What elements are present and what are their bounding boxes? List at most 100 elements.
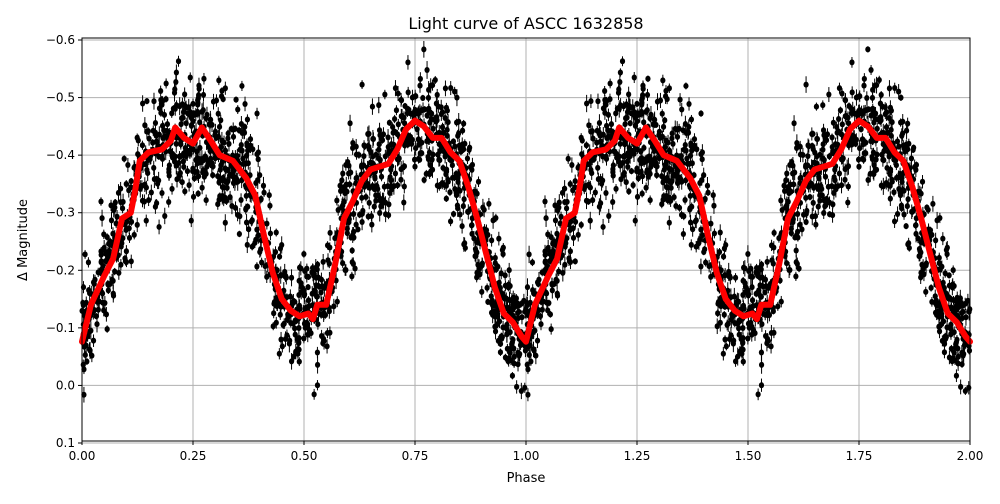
data-point: [264, 221, 269, 227]
data-point: [371, 136, 376, 142]
data-point: [958, 384, 963, 390]
data-point: [562, 186, 567, 192]
data-point: [315, 382, 320, 388]
data-point: [444, 105, 449, 111]
data-point: [361, 153, 366, 159]
data-point: [460, 223, 465, 229]
data-point: [778, 197, 783, 203]
data-point: [791, 120, 796, 126]
data-point: [360, 208, 365, 214]
data-point: [99, 215, 104, 221]
data-point: [827, 211, 832, 217]
data-point: [787, 267, 792, 273]
data-point: [668, 180, 673, 186]
data-point: [580, 138, 585, 144]
data-point: [648, 112, 653, 118]
data-point: [525, 392, 530, 398]
data-point: [256, 149, 261, 155]
data-point: [826, 184, 831, 190]
data-point: [235, 107, 240, 113]
data-point: [302, 291, 307, 297]
data-point: [111, 278, 116, 284]
data-point: [218, 117, 223, 123]
data-point: [843, 113, 848, 119]
data-point: [153, 204, 158, 210]
data-point: [493, 215, 498, 221]
data-point: [325, 330, 330, 336]
data-point: [645, 76, 650, 82]
data-point: [440, 109, 445, 115]
data-point: [722, 336, 727, 342]
data-point: [334, 197, 339, 203]
data-point: [417, 83, 422, 89]
data-point: [344, 182, 349, 188]
data-point: [795, 211, 800, 217]
data-point: [355, 226, 360, 232]
data-point: [920, 266, 925, 272]
data-point: [788, 189, 793, 195]
data-point: [918, 250, 923, 256]
data-point: [431, 126, 436, 132]
data-point: [136, 138, 141, 144]
data-point: [850, 89, 855, 95]
data-point: [127, 235, 132, 241]
data-point: [254, 111, 259, 117]
data-point: [811, 200, 816, 206]
data-point: [769, 330, 774, 336]
data-point: [506, 284, 511, 290]
data-point: [826, 92, 831, 98]
data-point: [937, 314, 942, 320]
data-point: [187, 182, 192, 188]
data-point: [759, 350, 764, 356]
data-point: [359, 219, 364, 225]
data-point: [859, 126, 864, 132]
data-point: [221, 197, 226, 203]
data-point: [454, 120, 459, 126]
data-point: [240, 156, 245, 162]
data-point: [567, 227, 572, 233]
data-point: [633, 218, 638, 224]
data-point: [421, 46, 426, 52]
data-point: [673, 126, 678, 132]
data-point: [879, 182, 884, 188]
data-point: [568, 181, 573, 187]
data-point: [359, 195, 364, 201]
data-point: [951, 267, 956, 273]
data-point: [468, 164, 473, 170]
data-point: [617, 79, 622, 85]
data-point: [321, 259, 326, 265]
data-point: [240, 148, 245, 154]
data-point: [261, 190, 266, 196]
data-point: [618, 176, 623, 182]
data-point: [156, 224, 161, 230]
data-point: [205, 158, 210, 164]
data-point: [815, 136, 820, 142]
data-point: [140, 142, 145, 148]
data-point: [463, 245, 468, 251]
data-point: [514, 384, 519, 390]
data-point: [641, 119, 646, 125]
data-point: [652, 117, 657, 123]
data-point: [728, 332, 733, 338]
data-point: [740, 325, 745, 331]
data-point: [734, 320, 739, 326]
data-point: [420, 95, 425, 101]
data-point: [507, 267, 512, 273]
data-point: [731, 341, 736, 347]
data-point: [391, 130, 396, 136]
data-point: [950, 284, 955, 290]
data-point: [435, 92, 440, 98]
data-point: [638, 156, 643, 162]
data-point: [538, 321, 543, 327]
data-point: [918, 191, 923, 197]
data-point: [171, 106, 176, 112]
data-point: [422, 177, 427, 183]
data-point: [124, 248, 129, 254]
data-point: [452, 89, 457, 95]
data-point: [555, 291, 560, 297]
data-point: [510, 307, 515, 313]
data-point: [233, 97, 238, 103]
data-point: [219, 138, 224, 144]
data-point: [761, 284, 766, 290]
data-point: [944, 247, 949, 253]
